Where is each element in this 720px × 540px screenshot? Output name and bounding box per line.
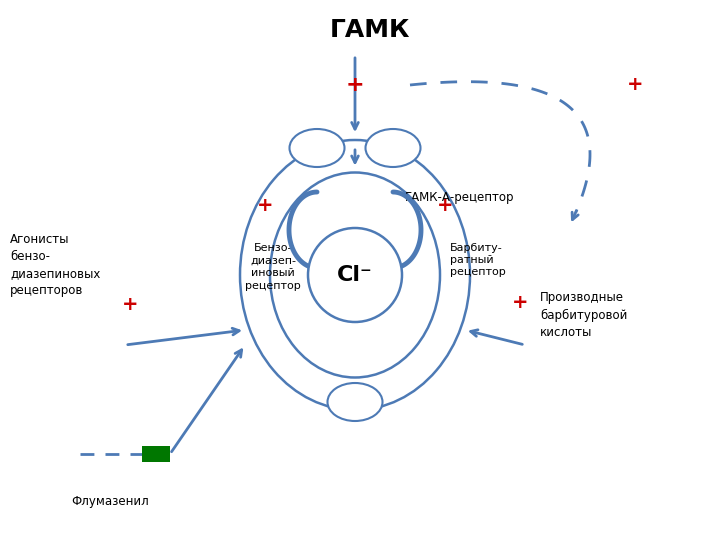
Text: ГАМК-А-рецептор: ГАМК-А-рецептор [405,191,515,204]
Text: +: + [346,75,364,95]
Ellipse shape [308,228,402,322]
Text: Флумазенил: Флумазенил [71,496,149,509]
Text: Производные
барбитуровой
кислоты: Производные барбитуровой кислоты [540,292,627,339]
Text: +: + [512,294,528,313]
Text: +: + [626,76,643,94]
Text: ГАМК: ГАМК [330,18,410,42]
Ellipse shape [289,129,344,167]
Text: Барбиту-
ратный
рецептор: Барбиту- ратный рецептор [450,242,505,278]
Text: +: + [437,195,454,214]
Text: Агонисты
бензо-
диазепиновых
рецепторов: Агонисты бензо- диазепиновых рецепторов [10,233,100,297]
Bar [142,446,170,462]
Text: +: + [122,295,138,314]
Text: Бензо-
диазеп-
иновый
рецептор: Бензо- диазеп- иновый рецептор [245,244,301,291]
Text: +: + [257,195,274,214]
Text: Cl⁻: Cl⁻ [337,265,373,285]
Ellipse shape [366,129,420,167]
Ellipse shape [328,383,382,421]
